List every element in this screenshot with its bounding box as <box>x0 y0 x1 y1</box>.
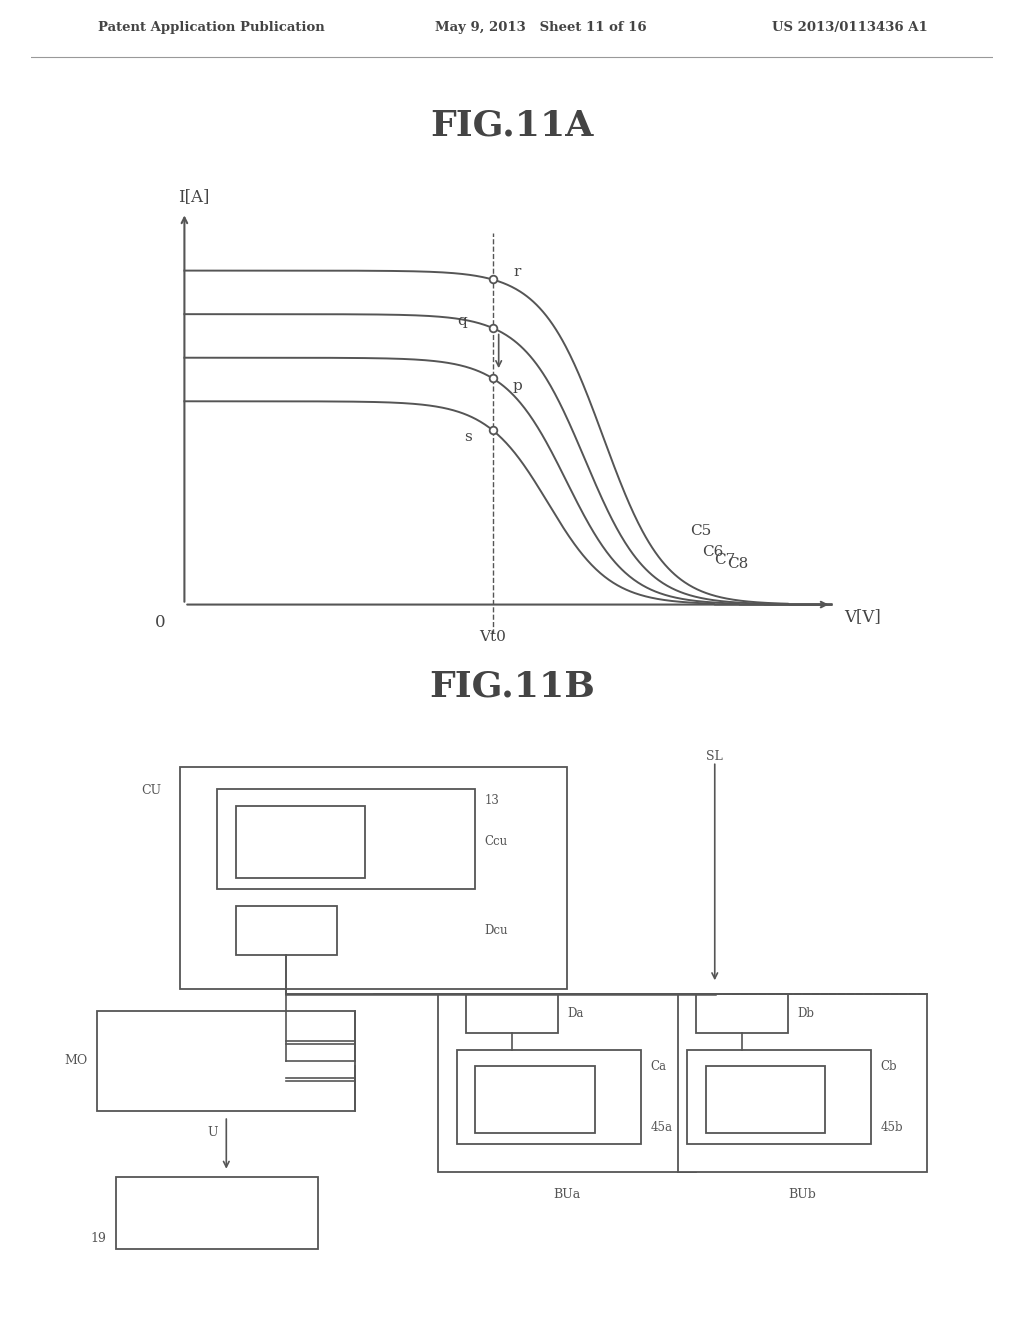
Text: V[V]: V[V] <box>844 609 881 626</box>
Text: C6: C6 <box>702 545 723 560</box>
Bar <box>466 994 558 1034</box>
Text: Db: Db <box>798 1007 815 1020</box>
Text: p: p <box>512 379 522 392</box>
Text: May 9, 2013   Sheet 11 of 16: May 9, 2013 Sheet 11 of 16 <box>435 21 646 34</box>
Text: Cb: Cb <box>881 1060 897 1073</box>
Text: US 2013/0113436 A1: US 2013/0113436 A1 <box>772 21 928 34</box>
Bar <box>457 1049 641 1144</box>
Bar <box>687 1049 871 1144</box>
Bar <box>678 994 927 1172</box>
Text: 13: 13 <box>484 793 500 807</box>
Text: Dcu: Dcu <box>484 924 508 937</box>
Text: q: q <box>457 314 467 327</box>
Text: Ca: Ca <box>650 1060 667 1073</box>
Text: I[A]: I[A] <box>178 189 210 205</box>
Text: Patent Application Publication: Patent Application Publication <box>98 21 325 34</box>
Bar <box>236 805 365 878</box>
Bar <box>180 767 567 989</box>
Bar <box>236 906 337 956</box>
Text: MO: MO <box>65 1055 88 1068</box>
Bar <box>706 1067 825 1133</box>
Bar <box>438 994 696 1172</box>
Bar <box>97 1011 355 1110</box>
Text: BUb: BUb <box>788 1188 816 1201</box>
Text: CU: CU <box>141 784 162 796</box>
Text: 0: 0 <box>155 614 165 631</box>
Text: Vt0: Vt0 <box>479 630 506 644</box>
Text: C8: C8 <box>727 557 748 572</box>
Text: FIG.11A: FIG.11A <box>430 108 594 143</box>
Text: r: r <box>513 265 521 280</box>
Bar <box>116 1177 318 1249</box>
Text: 45a: 45a <box>650 1121 672 1134</box>
Text: C7: C7 <box>715 553 735 568</box>
Text: Ccu: Ccu <box>484 836 508 849</box>
Bar <box>696 994 788 1034</box>
Bar <box>217 789 475 888</box>
Text: FIG.11B: FIG.11B <box>429 669 595 704</box>
Text: 19: 19 <box>90 1232 106 1245</box>
Bar <box>475 1067 595 1133</box>
Text: 45b: 45b <box>881 1121 903 1134</box>
Text: U: U <box>208 1126 218 1139</box>
Text: s: s <box>464 430 472 445</box>
Text: BUa: BUa <box>554 1188 581 1201</box>
Text: SL: SL <box>707 750 723 763</box>
Text: C5: C5 <box>690 524 711 539</box>
Text: Da: Da <box>567 1007 584 1020</box>
